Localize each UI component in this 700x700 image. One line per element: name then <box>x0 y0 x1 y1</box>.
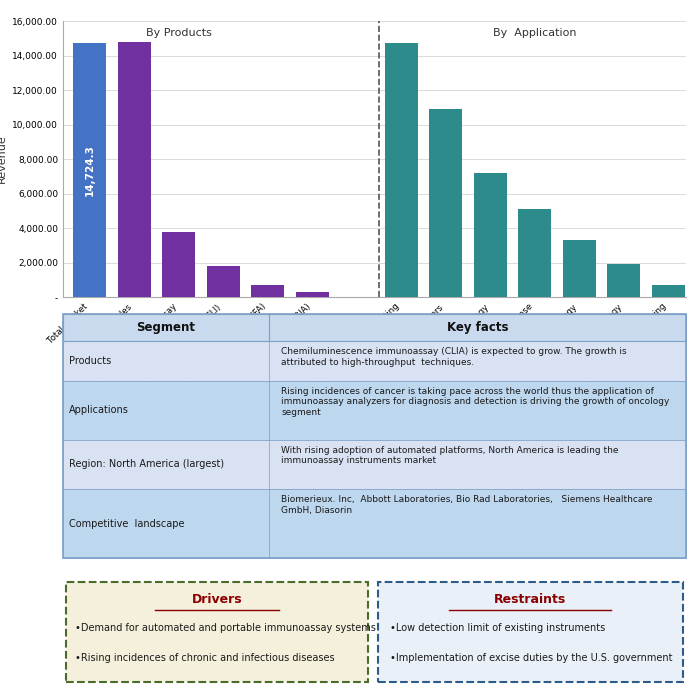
Text: Region: North America (largest): Region: North America (largest) <box>69 459 225 470</box>
Text: Drivers: Drivers <box>192 593 242 606</box>
Bar <box>118 42 151 298</box>
Bar <box>384 43 418 298</box>
Bar <box>73 43 106 298</box>
Bar <box>63 489 686 558</box>
Bar <box>563 240 596 298</box>
Bar <box>251 285 284 298</box>
Text: Rising incidences of cancer is taking pace across the world thus the application: Rising incidences of cancer is taking pa… <box>281 387 669 416</box>
Text: •Demand for automated and portable immunoassay systems: •Demand for automated and portable immun… <box>76 623 377 633</box>
Bar <box>66 582 368 682</box>
Text: Products: Products <box>69 356 111 366</box>
Bar <box>63 341 686 381</box>
Text: Chemiluminescence immunoassay (CLIA) is expected to grow. The growth is
attribut: Chemiluminescence immunoassay (CLIA) is … <box>281 347 626 367</box>
Text: Applications: Applications <box>69 405 129 415</box>
Bar <box>162 232 195 298</box>
Bar <box>295 292 329 298</box>
Text: •Low detection limit of existing instruments: •Low detection limit of existing instrum… <box>390 623 606 633</box>
Text: Competitive  landscape: Competitive landscape <box>69 519 185 528</box>
Text: By Products: By Products <box>146 28 211 38</box>
Y-axis label: Revenue: Revenue <box>0 134 7 183</box>
Bar <box>518 209 552 298</box>
Text: 14,724.3: 14,724.3 <box>85 144 95 196</box>
Text: By  Application: By Application <box>493 28 577 38</box>
Text: •Rising incidences of chronic and infectious diseases: •Rising incidences of chronic and infect… <box>76 653 335 664</box>
Bar <box>63 314 686 341</box>
Text: Biomerieux. Inc,  Abbott Laboratories, Bio Rad Laboratories,   Siemens Healthcar: Biomerieux. Inc, Abbott Laboratories, Bi… <box>281 496 652 514</box>
Bar <box>607 265 640 298</box>
Bar <box>473 173 507 298</box>
Text: Restraints: Restraints <box>494 593 566 606</box>
Text: Key facts: Key facts <box>447 321 508 334</box>
Bar <box>429 109 463 298</box>
Bar <box>63 381 686 440</box>
Text: With rising adoption of automated platforms, North America is leading the
immuno: With rising adoption of automated platfo… <box>281 446 619 466</box>
Bar <box>206 266 240 298</box>
Bar <box>377 582 683 682</box>
Bar <box>63 440 686 489</box>
Text: Segment: Segment <box>136 321 195 334</box>
Text: •Implementation of excise duties by the U.S. government: •Implementation of excise duties by the … <box>390 653 673 664</box>
Bar <box>652 285 685 298</box>
